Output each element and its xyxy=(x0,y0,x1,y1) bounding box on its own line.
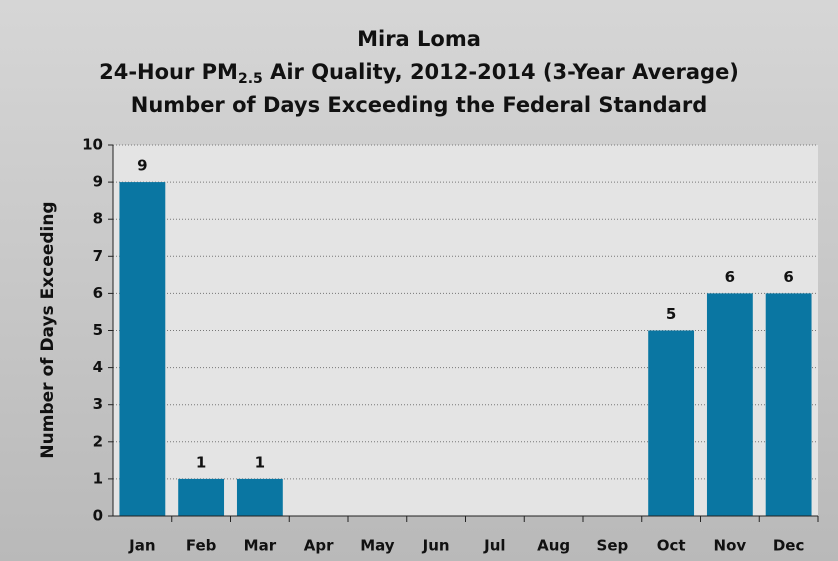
data-label: 6 xyxy=(783,268,793,286)
y-tick-label: 7 xyxy=(93,247,103,265)
bar xyxy=(706,293,753,516)
y-tick-label: 2 xyxy=(93,432,103,450)
y-axis-label: Number of Days Exceeding xyxy=(38,201,58,458)
x-tick-label: Feb xyxy=(186,537,217,555)
bar xyxy=(119,182,166,516)
y-tick-label: 5 xyxy=(93,321,103,339)
data-label: 9 xyxy=(137,157,147,175)
y-tick-label: 9 xyxy=(93,173,103,191)
x-tick-label: Sep xyxy=(597,537,629,555)
y-tick-label: 4 xyxy=(93,358,103,376)
x-tick-label: May xyxy=(360,537,395,555)
bar xyxy=(236,478,283,516)
y-tick-label: 6 xyxy=(93,284,103,302)
title-text: Air Quality, 2012-2014 (3-Year Average) xyxy=(263,60,739,84)
chart-title: Mira Loma xyxy=(357,27,481,51)
bar xyxy=(765,293,812,516)
y-tick-label: 8 xyxy=(93,210,103,228)
data-label: 6 xyxy=(725,268,735,286)
title-text: 24-Hour PM xyxy=(99,60,238,84)
data-label: 5 xyxy=(666,305,676,323)
x-tick-label: Nov xyxy=(714,537,747,555)
x-tick-label: Mar xyxy=(244,537,277,555)
chart-title: Number of Days Exceeding the Federal Sta… xyxy=(131,93,708,117)
x-tick-label: Jul xyxy=(483,537,505,555)
data-label: 1 xyxy=(255,453,265,471)
x-tick-label: Dec xyxy=(773,537,805,555)
data-label: 1 xyxy=(196,453,206,471)
y-tick-label: 1 xyxy=(93,469,103,487)
chart-title: 24-Hour PM2.5 Air Quality, 2012-2014 (3-… xyxy=(99,60,739,87)
bar xyxy=(648,330,695,516)
x-tick-label: Jan xyxy=(128,537,155,555)
x-tick-label: Oct xyxy=(657,537,686,555)
x-tick-label: Jun xyxy=(422,537,450,555)
x-tick-label: Apr xyxy=(304,537,334,555)
x-tick-label: Aug xyxy=(537,537,570,555)
bar xyxy=(178,478,225,516)
y-tick-label: 3 xyxy=(93,395,103,413)
y-tick-label: 0 xyxy=(93,507,103,525)
title-subscript: 2.5 xyxy=(238,71,263,87)
y-tick-label: 10 xyxy=(82,136,103,154)
